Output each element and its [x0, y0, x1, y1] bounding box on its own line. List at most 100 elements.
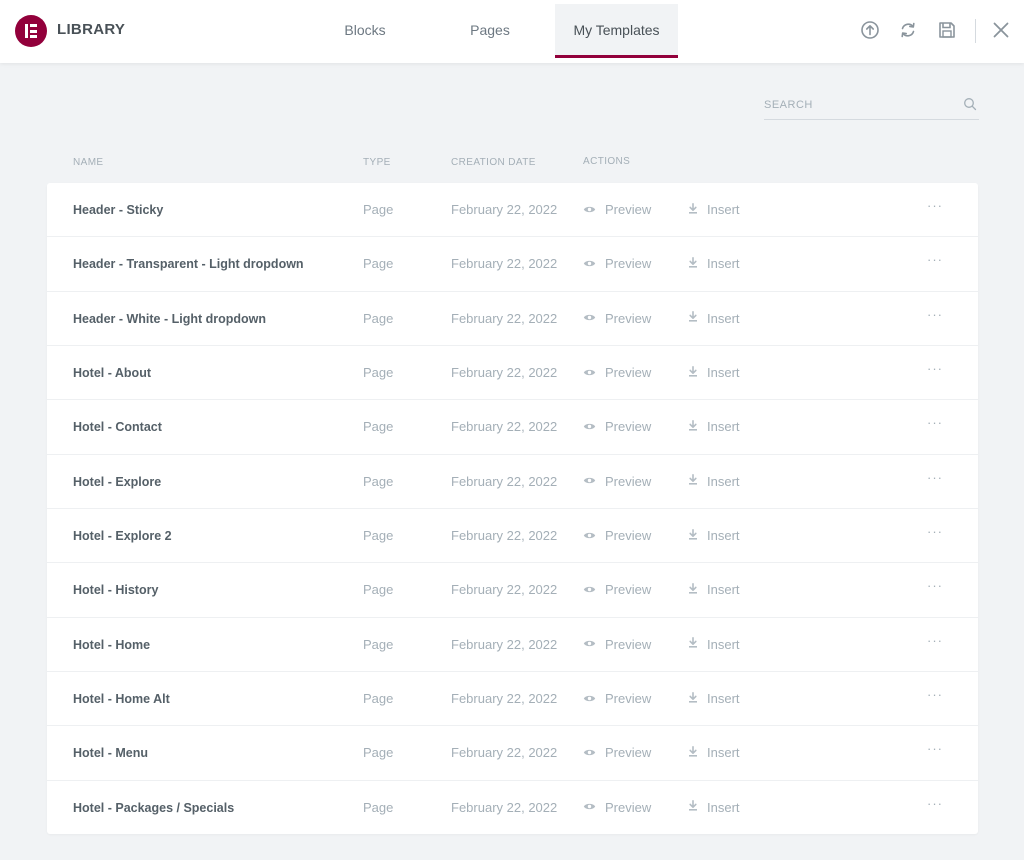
- insert-button[interactable]: Insert: [688, 726, 740, 781]
- preview-button[interactable]: Preview: [583, 455, 651, 510]
- preview-button[interactable]: Preview: [583, 400, 651, 455]
- preview-button[interactable]: Preview: [583, 292, 651, 347]
- template-creation-date: February 22, 2022: [451, 690, 558, 706]
- template-creation-date: February 22, 2022: [451, 419, 558, 435]
- more-options-button[interactable]: ···: [927, 252, 943, 268]
- insert-label: Insert: [707, 799, 740, 815]
- preview-button[interactable]: Preview: [583, 726, 651, 781]
- column-header-type[interactable]: TYPE: [363, 157, 391, 168]
- more-options-button[interactable]: ···: [927, 306, 943, 322]
- template-creation-date: February 22, 2022: [451, 745, 558, 761]
- insert-button[interactable]: Insert: [688, 455, 740, 510]
- preview-button[interactable]: Preview: [583, 672, 651, 727]
- templates-table: Header - Sticky Page February 22, 2022 Prev…: [47, 183, 978, 834]
- download-icon: [688, 780, 698, 834]
- insert-label: Insert: [707, 310, 740, 326]
- more-options-button[interactable]: ···: [927, 632, 943, 648]
- insert-button[interactable]: Insert: [688, 183, 740, 238]
- insert-button[interactable]: Insert: [688, 237, 740, 292]
- insert-button[interactable]: Insert: [688, 781, 740, 836]
- template-name[interactable]: Hotel - About: [73, 365, 151, 380]
- template-creation-date: February 22, 2022: [451, 799, 558, 815]
- preview-button[interactable]: Preview: [583, 237, 651, 292]
- insert-button[interactable]: Insert: [688, 346, 740, 401]
- column-header-name[interactable]: NAME: [73, 157, 104, 168]
- table-row[interactable]: Hotel - Contact Page February 22, 2022 Prev…: [47, 400, 978, 455]
- eye-icon: [583, 454, 596, 508]
- insert-button[interactable]: Insert: [688, 400, 740, 455]
- tab-pages[interactable]: Pages: [470, 22, 510, 38]
- upload-icon[interactable]: [859, 19, 881, 41]
- table-row[interactable]: Header - Sticky Page February 22, 2022 Prev…: [47, 183, 978, 238]
- template-type: Page: [363, 799, 394, 815]
- more-options-button[interactable]: ···: [927, 469, 943, 485]
- tab-blocks[interactable]: Blocks: [344, 22, 386, 38]
- preview-button[interactable]: Preview: [583, 781, 651, 836]
- insert-label: Insert: [707, 256, 740, 272]
- preview-button[interactable]: Preview: [583, 509, 651, 564]
- template-name[interactable]: Hotel - Explore: [73, 474, 162, 489]
- template-type: Page: [363, 419, 394, 435]
- template-name[interactable]: Hotel - Menu: [73, 746, 148, 761]
- column-header-creation-date[interactable]: CREATION DATE: [451, 157, 536, 168]
- preview-button[interactable]: Preview: [583, 618, 651, 673]
- search-icon[interactable]: [963, 97, 977, 111]
- table-row[interactable]: Header - Transparent - Light dropdown Pag…: [47, 237, 978, 292]
- more-options-button[interactable]: ···: [927, 795, 943, 811]
- table-row[interactable]: Header - White - Light dropdown Page Febru…: [47, 292, 978, 346]
- download-icon: [688, 617, 698, 671]
- preview-label: Preview: [605, 799, 652, 815]
- preview-button[interactable]: Preview: [583, 183, 651, 238]
- template-name[interactable]: Header - Sticky: [73, 203, 164, 217]
- eye-icon: [583, 291, 596, 345]
- template-name[interactable]: Hotel - Contact: [73, 420, 162, 435]
- more-options-button[interactable]: ···: [927, 578, 943, 594]
- table-row[interactable]: Hotel - Menu Page February 22, 2022 Preview…: [47, 726, 978, 781]
- insert-button[interactable]: Insert: [688, 509, 740, 564]
- insert-button[interactable]: Insert: [688, 618, 740, 673]
- preview-button[interactable]: Preview: [583, 563, 651, 618]
- template-name[interactable]: Header - White - Light dropdown: [73, 311, 267, 326]
- template-name[interactable]: Hotel - Home: [73, 637, 151, 652]
- table-row[interactable]: Hotel - Explore Page February 22, 2022 Prev…: [47, 455, 978, 509]
- template-name[interactable]: Hotel - Home Alt: [73, 691, 170, 706]
- table-row[interactable]: Hotel - Packages / Specials Page February …: [47, 781, 978, 835]
- preview-label: Preview: [605, 364, 652, 380]
- download-icon: [688, 726, 698, 780]
- table-row[interactable]: Hotel - Home Alt Page February 22, 2022 Pre…: [47, 672, 978, 727]
- template-creation-date: February 22, 2022: [451, 582, 558, 598]
- save-icon[interactable]: [936, 19, 958, 41]
- insert-label: Insert: [707, 745, 740, 761]
- more-options-button[interactable]: ···: [927, 415, 943, 431]
- preview-label: Preview: [605, 745, 652, 761]
- table-row[interactable]: Hotel - Home Page February 22, 2022 Preview…: [47, 618, 978, 672]
- search-input[interactable]: [764, 91, 954, 119]
- download-icon: [688, 509, 698, 563]
- preview-label: Preview: [605, 582, 652, 598]
- table-row[interactable]: Hotel - About Page February 22, 2022 Previe…: [47, 346, 978, 401]
- preview-button[interactable]: Preview: [583, 346, 651, 401]
- preview-label: Preview: [605, 310, 652, 326]
- eye-icon: [583, 780, 596, 834]
- sync-icon[interactable]: [897, 19, 919, 41]
- insert-button[interactable]: Insert: [688, 672, 740, 727]
- template-name[interactable]: Hotel - History: [73, 583, 159, 598]
- more-options-button[interactable]: ···: [927, 198, 943, 213]
- tab-my-templates[interactable]: My Templates: [555, 4, 678, 58]
- template-type: Page: [363, 690, 394, 706]
- template-name[interactable]: Hotel - Explore 2: [73, 528, 172, 543]
- download-icon: [688, 237, 698, 291]
- more-options-button[interactable]: ···: [927, 686, 943, 702]
- more-options-button[interactable]: ···: [927, 523, 943, 539]
- insert-button[interactable]: Insert: [688, 563, 740, 618]
- table-row[interactable]: Hotel - Explore 2 Page February 22, 2022 Pr…: [47, 509, 978, 564]
- template-creation-date: February 22, 2022: [451, 527, 558, 543]
- table-row[interactable]: Hotel - History Page February 22, 2022 Prev…: [47, 563, 978, 618]
- template-creation-date: February 22, 2022: [451, 256, 558, 272]
- close-icon[interactable]: [990, 19, 1012, 41]
- more-options-button[interactable]: ···: [927, 360, 943, 376]
- template-name[interactable]: Hotel - Packages / Specials: [73, 800, 235, 815]
- insert-button[interactable]: Insert: [688, 292, 740, 347]
- template-name[interactable]: Header - Transparent - Light dropdown: [73, 257, 304, 272]
- more-options-button[interactable]: ···: [927, 741, 943, 757]
